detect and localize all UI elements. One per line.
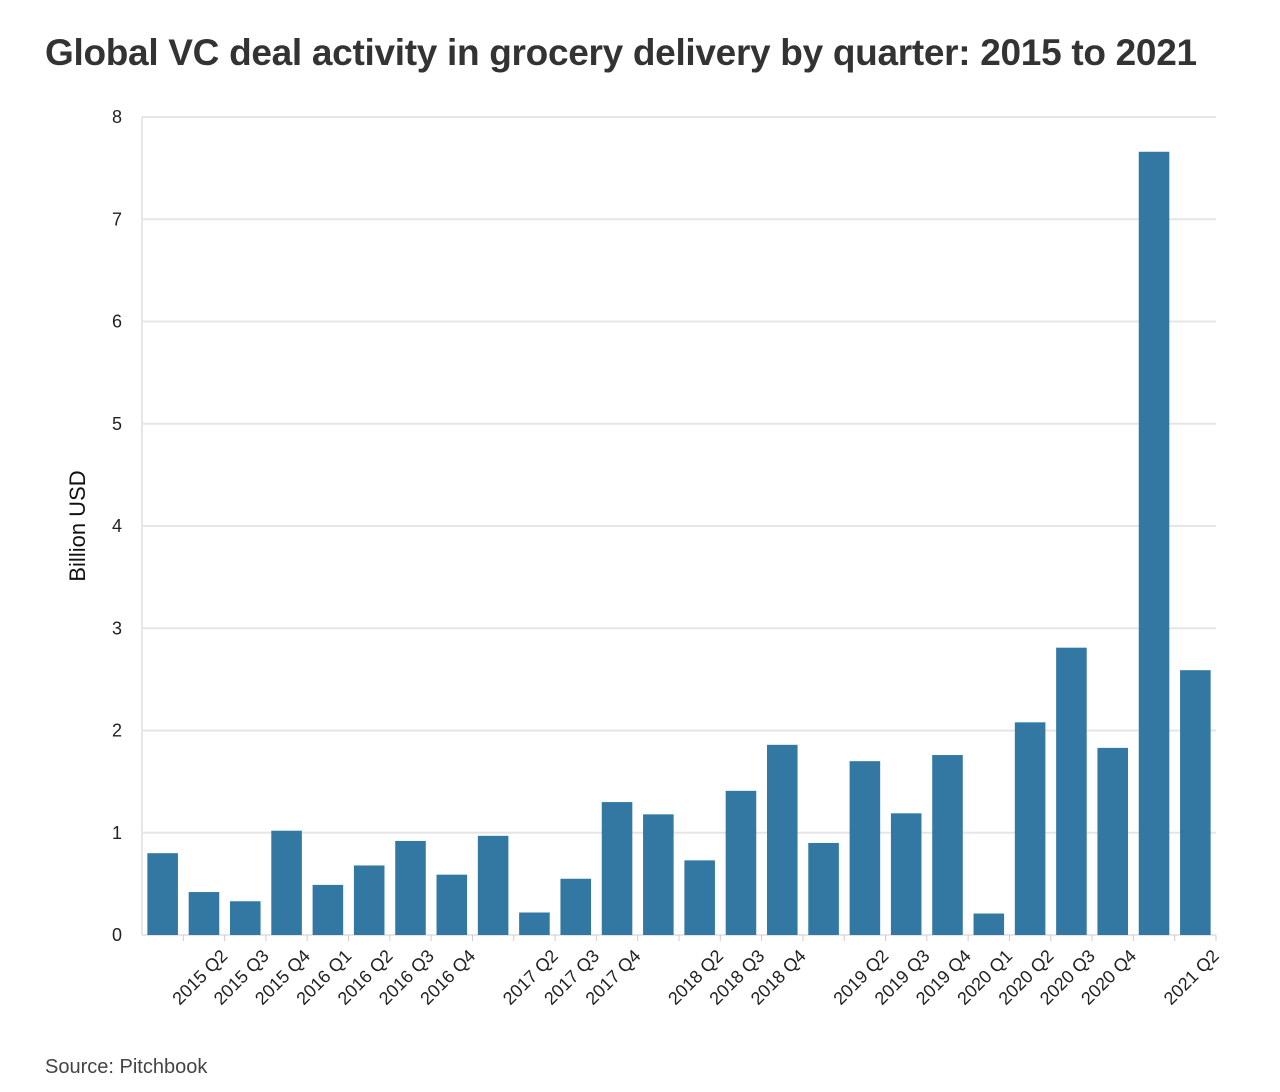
y-tick-label: 1 <box>112 823 122 843</box>
y-tick-label: 6 <box>112 312 122 332</box>
bar: 2020 Q4: 1.83 <box>1097 747 1129 935</box>
bar: 2016 Q1: 0.49 <box>312 884 344 935</box>
bar: 2020 Q2: 2.08 <box>1014 722 1046 935</box>
bar: 2018 Q4: 1.86 <box>766 744 798 935</box>
bar: 2020 Q1: 0.21 <box>973 913 1005 935</box>
bar: 2021 Q2: 2.59 <box>1180 670 1211 935</box>
y-tick-label: 7 <box>112 209 122 229</box>
source-note: Source: Pitchbook <box>45 1056 208 1078</box>
bar: 2015 Q3: 0.33 <box>229 901 261 935</box>
bar: 2017 Q1: 0.97 <box>477 835 509 935</box>
bar: 2017 Q2: 0.22 <box>519 912 550 935</box>
bar: 2015 Q4: 1.02 <box>271 830 302 935</box>
bar: 2016 Q3: 0.92 <box>395 840 426 935</box>
bars: 2015 Q1: 0.8 2015 Q2: 0.42 2015 Q3: 0.33 20… <box>147 151 1211 935</box>
y-axis-title: Billion USD <box>65 470 90 581</box>
chart-title: Global VC deal activity in grocery deliv… <box>45 32 1197 73</box>
bar: 2016 Q2: 0.68 <box>353 865 385 935</box>
gridlines <box>142 116 1216 936</box>
bar: 2015 Q2: 0.42 <box>188 892 220 935</box>
bar: 2019 Q4: 1.76 <box>932 755 963 935</box>
bar: 2018 Q2: 0.73 <box>684 860 715 935</box>
bar: 2018 Q3: 1.41 <box>725 790 757 935</box>
x-tick-label: 2021 Q2 <box>1160 946 1223 1009</box>
bar: 2016 Q4: 0.59 <box>436 874 468 935</box>
y-tick-label: 0 <box>112 925 122 945</box>
bar: 2017 Q4: 1.3 <box>601 802 633 935</box>
bar: 2018 Q1: 1.18 <box>643 814 674 935</box>
y-tick-label: 8 <box>112 107 122 127</box>
y-tick-label: 4 <box>112 516 122 536</box>
bar: 2019 Q2: 1.7 <box>849 761 881 935</box>
y-tick-label: 3 <box>112 618 122 638</box>
y-tick-label: 5 <box>112 414 122 434</box>
bar: 2020 Q3: 2.81 <box>1056 647 1087 935</box>
bar: 2017 Q3: 0.55 <box>560 878 592 935</box>
bar: 2021 Q1: 7.66 <box>1138 151 1170 935</box>
bar: 2019 Q1: 0.9 <box>808 842 839 935</box>
bar: 2015 Q1: 0.8 <box>147 853 178 935</box>
bar: 2019 Q3: 1.19 <box>890 813 922 935</box>
y-tick-label: 2 <box>112 721 122 741</box>
